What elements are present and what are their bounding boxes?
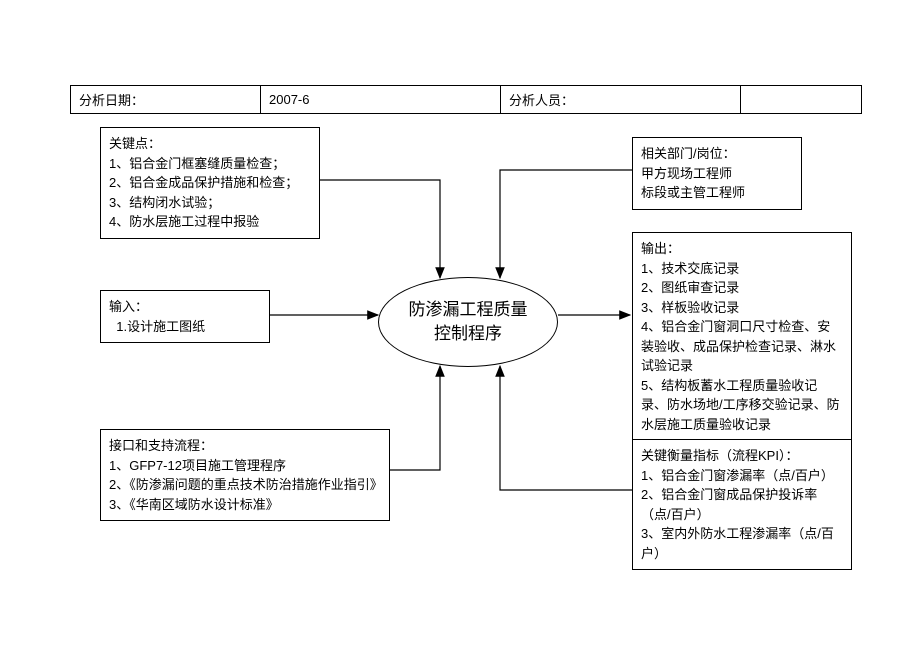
interface-item: 3、《华南区域防水设计标准》 [109, 495, 381, 515]
dept-item: 甲方现场工程师 [641, 164, 793, 184]
center-ellipse: 防渗漏工程质量 控制程序 [378, 277, 558, 367]
dept-item: 标段或主管工程师 [641, 183, 793, 203]
dept-box: 相关部门/岗位： 甲方现场工程师 标段或主管工程师 [632, 137, 802, 210]
interface-title: 接口和支持流程： [109, 436, 381, 456]
output-item: 1、技术交底记录 [641, 259, 843, 279]
keypoints-title: 关键点： [109, 134, 311, 154]
kpi-item: 2、铝合金门窗成品保护投诉率（点/百户） [641, 485, 843, 524]
keypoints-item: 2、铝合金成品保护措施和检查； [109, 173, 311, 193]
date-value-cell: 2007-6 [261, 86, 501, 114]
output-item: 3、样板验收记录 [641, 298, 843, 318]
keypoints-item: 1、铝合金门框塞缝质量检查； [109, 154, 311, 174]
keypoints-item: 4、防水层施工过程中报验 [109, 212, 311, 232]
output-item: 4、铝合金门窗洞口尺寸检查、安装验收、成品保护检查记录、淋水试验记录 [641, 317, 843, 376]
kpi-item: 1、铝合金门窗渗漏率（点/百户） [641, 466, 843, 486]
output-item: 5、结构板蓄水工程质量验收记录、防水场地/工序移交验记录、防水层施工质量验收记录 [641, 376, 843, 435]
center-title: 防渗漏工程质量 控制程序 [409, 298, 528, 346]
keypoints-item: 3、结构闭水试验； [109, 193, 311, 213]
input-title: 输入： [109, 297, 261, 317]
kpi-item: 3、室内外防水工程渗漏率（点/百户） [641, 524, 843, 563]
input-item: 1.设计施工图纸 [109, 317, 261, 337]
output-title: 输出： [641, 239, 843, 259]
input-box: 输入： 1.设计施工图纸 [100, 290, 270, 343]
interface-item: 2、《防渗漏问题的重点技术防治措施作业指引》 [109, 475, 381, 495]
kpi-box: 关键衡量指标（流程KPI）： 1、铝合金门窗渗漏率（点/百户） 2、铝合金门窗成… [632, 439, 852, 570]
output-box: 输出： 1、技术交底记录 2、图纸审查记录 3、样板验收记录 4、铝合金门窗洞口… [632, 232, 852, 441]
dept-title: 相关部门/岗位： [641, 144, 793, 164]
output-item: 2、图纸审查记录 [641, 278, 843, 298]
interface-box: 接口和支持流程： 1、GFP7-12项目施工管理程序 2、《防渗漏问题的重点技术… [100, 429, 390, 521]
person-value-cell [741, 86, 862, 114]
date-label-cell: 分析日期： [71, 86, 261, 114]
header-table: 分析日期： 2007-6 分析人员： [70, 85, 862, 114]
interface-item: 1、GFP7-12项目施工管理程序 [109, 456, 381, 476]
keypoints-box: 关键点： 1、铝合金门框塞缝质量检查； 2、铝合金成品保护措施和检查； 3、结构… [100, 127, 320, 239]
kpi-title: 关键衡量指标（流程KPI）： [641, 446, 843, 466]
person-label-cell: 分析人员： [501, 86, 741, 114]
